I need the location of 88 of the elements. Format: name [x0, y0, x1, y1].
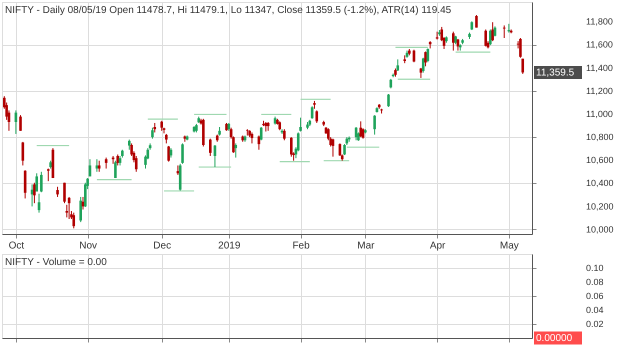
candlestick [38, 193, 40, 214]
candlestick [521, 58, 524, 74]
candlestick [84, 182, 87, 208]
candlestick [502, 24, 506, 39]
x-tick-label: Feb [292, 240, 310, 252]
candlestick [214, 144, 216, 168]
candlestick [82, 196, 84, 210]
candlestick [456, 38, 460, 52]
candlestick [72, 212, 76, 229]
candlestick [35, 172, 38, 192]
candlestick [208, 138, 212, 156]
y-tick-label: 10,800 [586, 132, 614, 142]
candlestick [412, 49, 416, 63]
chart-title: NIFTY - Daily 08/05/19 Open 11478.7, Hi 11479.1, Lo 11347, Close 11359.5 (-1.2%), ATR(14) 119.45 [5, 5, 452, 16]
candlestick [264, 122, 268, 132]
candlestick [19, 114, 22, 132]
candlestick [258, 135, 260, 150]
candlestick [98, 160, 101, 172]
candlestick [181, 142, 184, 164]
y-tick-label: 10,200 [586, 201, 614, 212]
candlestick [426, 48, 430, 63]
candlestick [420, 67, 422, 78]
candlestick [494, 26, 496, 37]
y-tick-label: 0.02 [586, 319, 604, 329]
candlestick [46, 168, 50, 182]
candlestick [14, 110, 18, 134]
y-tick-label: 10,600 [586, 155, 614, 166]
candlestick [390, 78, 392, 89]
candlestick [484, 28, 488, 47]
candlestick [88, 158, 92, 177]
y-tick-label: 10,400 [586, 178, 614, 188]
candlestick [489, 28, 492, 46]
x-tick-label: 2019 [218, 240, 241, 252]
candlestick [290, 136, 293, 158]
x-tick-label: Apr [430, 240, 446, 252]
candlestick [396, 58, 400, 72]
candlestick [151, 127, 154, 140]
y-tick-label: 0.08 [586, 277, 604, 287]
candlestick [250, 132, 254, 144]
candlestick [63, 182, 66, 204]
candlestick [475, 14, 478, 28]
candlestick [452, 31, 455, 52]
candlestick [79, 196, 82, 223]
x-tick-label: Mar [357, 240, 376, 252]
candlestick [234, 142, 238, 158]
candlestick [128, 139, 131, 150]
x-tick-label: Dec [153, 240, 172, 252]
y-tick-label: 11,000 [586, 108, 613, 119]
candlestick [315, 110, 318, 124]
candlestick [134, 155, 138, 172]
candlestick [104, 157, 108, 170]
x-tick-label: May [500, 240, 519, 252]
candlestick [33, 182, 36, 204]
candlestick [283, 128, 286, 141]
candlestick [354, 126, 358, 141]
candlestick [114, 160, 117, 179]
candlestick [176, 164, 180, 176]
y-tick-label: 0.04 [586, 305, 604, 315]
y-tick-label: 0.06 [586, 291, 604, 301]
y-tick-label: 11,600 [586, 40, 613, 50]
candlestick [170, 148, 172, 158]
candlestick [424, 51, 427, 67]
candlestick [96, 158, 98, 172]
x-tick-label: Oct [8, 240, 24, 252]
candlestick [24, 170, 26, 199]
chart-title: NIFTY - Volume = 0.00 [5, 257, 108, 268]
candlestick [373, 114, 376, 136]
y-tick-label: 0.10 [586, 263, 604, 273]
text: 11,359.5 [536, 67, 575, 78]
text: 0.00000 [536, 333, 573, 344]
candlestick [387, 93, 390, 108]
y-tick-label: 11,400 [586, 62, 613, 73]
y-tick-label: 11,200 [586, 86, 613, 96]
candlestick [165, 133, 168, 144]
candlestick [260, 126, 263, 141]
candlestick [299, 117, 302, 132]
candlestick [56, 186, 59, 198]
x-tick-label: Nov [79, 240, 98, 252]
candlestick [310, 106, 314, 120]
candlestick [519, 38, 522, 58]
candlestick [40, 171, 43, 193]
candlestick [68, 196, 70, 220]
candlestick [22, 141, 24, 166]
candlestick [332, 138, 334, 158]
y-tick-label: 11,800 [586, 16, 613, 27]
candlestick [338, 142, 342, 156]
candlestick [160, 120, 163, 132]
y-tick-label: 10,000 [586, 224, 614, 234]
